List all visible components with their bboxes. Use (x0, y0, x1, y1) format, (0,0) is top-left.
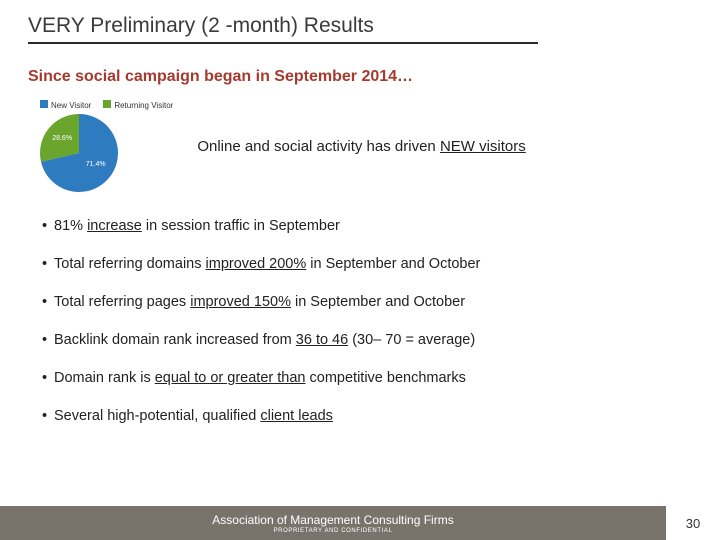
bullet-pre: Backlink domain rank increased from (54, 332, 296, 348)
bullet-underline: increase (87, 218, 142, 234)
bullet-item: 81% increase in session traffic in Septe… (42, 218, 692, 234)
bullet-list: 81% increase in session traffic in Septe… (0, 202, 720, 424)
bullet-pre: Total referring domains (54, 256, 206, 272)
legend-item: New Visitor (40, 100, 91, 110)
pie-slice-label: 71.4% (86, 161, 106, 168)
page-number: 30 (666, 516, 720, 531)
bullet-post: (30– 70 = average) (348, 332, 475, 348)
slide-subtitle: Since social campaign began in September… (0, 50, 720, 92)
bullet-underline: client leads (260, 408, 333, 424)
pie-chart: 71.4% 28.6% (40, 114, 118, 192)
pie-legend: New Visitor Returning Visitor (40, 100, 173, 110)
chart-row: New VisitorReturning Visitor 71.4%28.6% … (0, 92, 720, 202)
footer-tag: PROPRIETARY AND CONFIDENTIAL (274, 528, 393, 534)
bullet-underline: improved 150% (190, 294, 291, 310)
bullet-post: competitive benchmarks (305, 370, 465, 386)
driver-pre: Online and social activity has driven (197, 138, 440, 155)
legend-swatch (103, 100, 111, 108)
driver-text: Online and social activity has driven NE… (197, 138, 525, 155)
bullet-item: Total referring pages improved 150% in S… (42, 294, 692, 310)
bullet-item: Several high-potential, qualified client… (42, 408, 692, 424)
bullet-underline: improved 200% (206, 256, 307, 272)
driver-underline: NEW visitors (440, 138, 526, 155)
bullet-item: Domain rank is equal to or greater than … (42, 370, 692, 386)
bullet-post: in September and October (306, 256, 480, 272)
pie-chart-block: New Visitor Returning Visitor 71.4% 28.6% (40, 100, 173, 192)
bullet-pre: 81% (54, 218, 87, 234)
bullet-item: Backlink domain rank increased from 36 t… (42, 332, 692, 348)
bullet-underline: 36 to 46 (296, 332, 348, 348)
slide-title: VERY Preliminary (2 -month) Results (28, 14, 538, 44)
bullet-item: Total referring domains improved 200% in… (42, 256, 692, 272)
bullet-post: in session traffic in September (142, 218, 340, 234)
bullet-post: in September and October (291, 294, 465, 310)
footer-org: Association of Management Consulting Fir… (212, 513, 453, 527)
legend-swatch (40, 100, 48, 108)
pie-slice-label: 28.6% (52, 135, 72, 142)
footer-bar: Association of Management Consulting Fir… (0, 506, 666, 540)
bullet-underline: equal to or greater than (155, 370, 306, 386)
bullet-pre: Total referring pages (54, 294, 190, 310)
legend-item: Returning Visitor (103, 100, 173, 110)
bullet-pre: Domain rank is (54, 370, 155, 386)
footer: Association of Management Consulting Fir… (0, 506, 720, 540)
bullet-pre: Several high-potential, qualified (54, 408, 260, 424)
